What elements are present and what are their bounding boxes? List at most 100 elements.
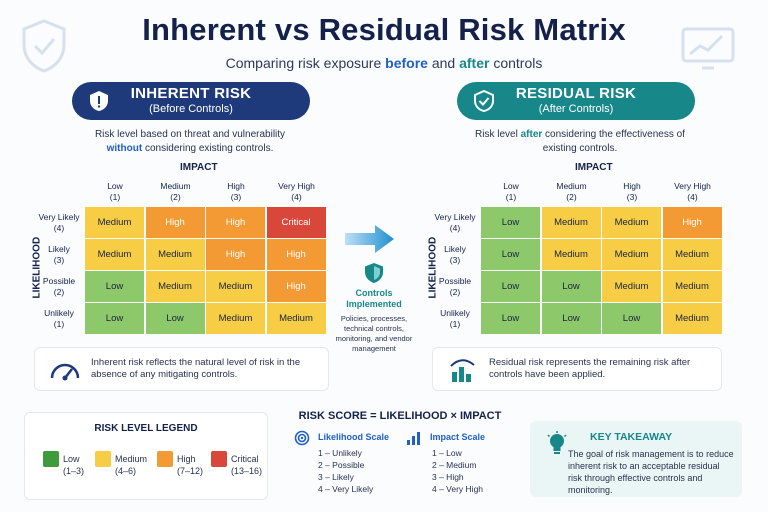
inherent-matrix-cell: Low	[85, 303, 144, 334]
inherent-matrix-cell: High	[206, 207, 265, 238]
inherent-matrix-cell: Critical	[266, 207, 326, 238]
residual-matrix-cell: Medium	[662, 271, 722, 302]
residual-impact-axis-label: IMPACT	[575, 162, 613, 173]
residual-matrix-cell: Medium	[662, 239, 722, 270]
inherent-likelihood-row-header: Possible (2)	[42, 276, 76, 297]
inherent-matrix-cell: Medium	[85, 239, 144, 270]
risk-score-panel: RISK SCORE = LIKELIHOOD × IMPACT Likelih…	[290, 410, 510, 502]
residual-matrix-cell: Medium	[662, 303, 722, 334]
legend-label-high: High (7–12)	[177, 454, 204, 476]
residual-likelihood-row-header: Possible (2)	[438, 276, 472, 297]
takeaway-text: The goal of risk management is to reduce…	[568, 449, 734, 495]
inherent-matrix-cell: Medium	[266, 303, 326, 334]
residual-heading: RESIDUAL RISK	[515, 85, 637, 102]
inherent-subheading: (Before Controls)	[149, 103, 233, 115]
monitor-chart-watermark-icon	[681, 27, 735, 70]
residual-matrix-cell: Medium	[602, 207, 661, 238]
residual-impact-column-header: Medium (2)	[556, 181, 587, 202]
residual-impact-column-header: Low (1)	[503, 181, 519, 202]
residual-impact-column-header: Very High (4)	[674, 181, 711, 202]
legend-swatch-low	[43, 451, 59, 467]
inherent-note-text: Inherent risk reflects the natural level…	[91, 357, 301, 380]
residual-matrix-cell: Low	[481, 207, 540, 238]
lightbulb-icon	[547, 431, 567, 454]
residual-subheading: (After Controls)	[538, 103, 614, 115]
residual-matrix-cell: Low	[602, 303, 661, 334]
legend-swatch-high	[157, 451, 173, 467]
inherent-matrix-cell: Low	[85, 271, 144, 302]
impact-scale-label: Impact Scale	[430, 432, 486, 442]
legend-swatch-medium	[95, 451, 111, 467]
inherent-impact-column-header: Medium (2)	[160, 181, 191, 202]
residual-note-card: Residual risk represents the remaining r…	[432, 347, 722, 391]
residual-risk-banner: RESIDUAL RISK (After Controls)	[457, 82, 695, 120]
gauge-icon	[50, 363, 80, 381]
residual-likelihood-row-header: Likely (3)	[444, 244, 466, 265]
controls-description: Policies, processes, technical controls,…	[335, 314, 413, 353]
inherent-likelihood-row-header: Likely (3)	[48, 244, 70, 265]
legend-swatch-critical	[211, 451, 227, 467]
inherent-matrix-cell: High	[266, 239, 326, 270]
shield-watermark-icon	[22, 19, 66, 73]
impact-scale-item: 4 – Very High	[432, 484, 484, 494]
likelihood-scale-item: 4 – Very Likely	[318, 484, 374, 494]
inherent-matrix-cell: Medium	[145, 239, 205, 270]
inherent-likelihood-row-header: Unlikely (1)	[44, 308, 74, 329]
residual-matrix-cell: Low	[541, 303, 601, 334]
likelihood-scale-item: 2 – Possible	[318, 460, 365, 470]
inherent-impact-column-header: Low (1)	[107, 181, 123, 202]
bar-chart-icon	[450, 359, 475, 382]
transition-arrow-icon	[345, 225, 394, 253]
inherent-matrix-cell: Medium	[85, 207, 144, 238]
target-icon	[294, 430, 310, 446]
residual-impact-column-header: High (3)	[623, 181, 641, 202]
inherent-impact-axis-label: IMPACT	[180, 162, 218, 173]
residual-matrix-cell: Low	[481, 303, 540, 334]
inherent-matrix-cell: High	[145, 207, 205, 238]
controls-title: Controls Implemented	[346, 288, 402, 309]
risk-score-formula: RISK SCORE = LIKELIHOOD × IMPACT	[298, 410, 502, 422]
residual-matrix-cell: Low	[481, 271, 540, 302]
page-title: Inherent vs Residual Risk Matrix	[142, 12, 626, 47]
page-subtitle: Comparing risk exposure before and after…	[225, 55, 543, 71]
inherent-impact-column-header: High (3)	[227, 181, 245, 202]
legend-label-critical: Critical (13–16)	[231, 454, 263, 476]
residual-matrix-cell: Medium	[541, 239, 601, 270]
inherent-risk-banner: INHERENT RISK (Before Controls)	[72, 82, 310, 120]
controls-shield-icon	[365, 263, 383, 283]
risk-level-legend: RISK LEVEL LEGEND Low (1–3) Medium (4–6) H…	[24, 412, 268, 500]
signal-bars-icon	[407, 432, 420, 445]
likelihood-scale-label: Likelihood Scale	[318, 432, 390, 442]
inherent-matrix-cell: Medium	[145, 271, 205, 302]
inherent-matrix-cell: Low	[145, 303, 205, 334]
likelihood-scale-item: 3 – Likely	[318, 472, 354, 482]
impact-scale-item: 2 – Medium	[432, 460, 477, 470]
inherent-impact-column-header: Very High (4)	[278, 181, 315, 202]
key-takeaway-card: KEY TAKEAWAY The goal of risk management…	[530, 421, 742, 497]
residual-matrix-cell: High	[662, 207, 722, 238]
likelihood-scale-item: 1 – Unlikely	[318, 448, 362, 458]
residual-likelihood-row-header: Unlikely (1)	[440, 308, 470, 329]
inherent-matrix-cell: High	[206, 239, 265, 270]
inherent-note-card: Inherent risk reflects the natural level…	[34, 347, 329, 391]
takeaway-title: KEY TAKEAWAY	[590, 431, 673, 443]
legend-title: RISK LEVEL LEGEND	[94, 423, 198, 434]
inherent-likelihood-row-header: Very Likely (4)	[38, 212, 80, 233]
inherent-matrix-cell: Medium	[206, 271, 265, 302]
residual-matrix-cell: Medium	[541, 207, 601, 238]
inherent-heading: INHERENT RISK	[130, 85, 252, 102]
residual-note-text: Residual risk represents the remaining r…	[489, 357, 691, 380]
inherent-matrix-cell: Medium	[206, 303, 265, 334]
residual-matrix-cell: Medium	[602, 271, 661, 302]
shield-check-icon	[474, 90, 494, 112]
residual-matrix-cell: Medium	[602, 239, 661, 270]
residual-matrix-cell: Low	[541, 271, 601, 302]
residual-matrix-cell: Low	[481, 239, 540, 270]
inherent-description: Risk level based on threat and vulnerabi…	[94, 129, 286, 154]
legend-label-low: Low (1–3)	[63, 454, 85, 476]
inherent-matrix-cell: High	[266, 271, 326, 302]
residual-likelihood-row-header: Very Likely (4)	[434, 212, 476, 233]
shield-alert-icon	[90, 91, 108, 111]
residual-description: Risk level after considering the effecti…	[475, 129, 685, 154]
impact-scale-item: 1 – Low	[432, 448, 462, 458]
